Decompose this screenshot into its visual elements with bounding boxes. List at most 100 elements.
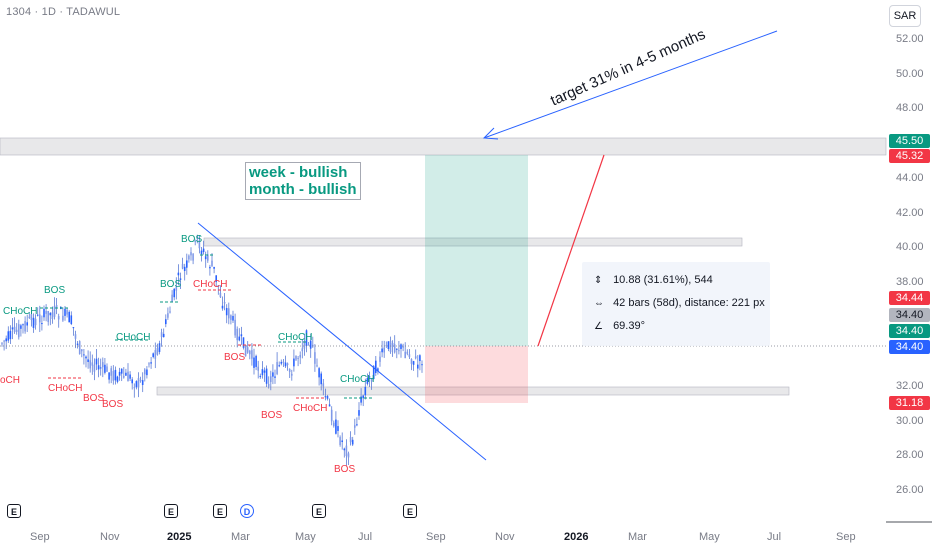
candle-body [181, 263, 184, 269]
structure-label: BOS [160, 279, 182, 290]
time-tick-label: Mar [628, 531, 647, 543]
earnings-event-icon[interactable]: E [312, 504, 326, 518]
price-tag: 45.32 [889, 149, 930, 163]
candle-body [30, 314, 33, 321]
dividend-event-icon[interactable]: D [240, 504, 254, 518]
candle-body [249, 350, 251, 355]
candle-body [26, 322, 28, 326]
candle-body [387, 341, 390, 349]
candle-body [9, 330, 12, 340]
candle-body [379, 356, 381, 362]
structure-label: CHoCH [340, 374, 375, 385]
candle-body [274, 376, 276, 378]
candle-body [158, 343, 161, 352]
candle-body [99, 367, 102, 369]
angle-icon: ∠ [594, 321, 603, 332]
candle-body [150, 362, 152, 364]
earnings-event-icon[interactable]: E [164, 504, 178, 518]
candle-body [333, 422, 335, 427]
candle-body [160, 332, 163, 338]
candle-body [255, 355, 257, 367]
candle-body [118, 371, 121, 376]
target-band [0, 137, 887, 156]
candle-body [93, 364, 96, 372]
candle-body [135, 381, 138, 388]
candle-body [412, 361, 415, 365]
candle-body [104, 364, 106, 373]
candle-body [108, 372, 110, 380]
candle-body [76, 343, 79, 345]
candle-body [305, 330, 308, 346]
candle-body [183, 266, 186, 271]
trend-note[interactable]: week - bullish month - bullish [245, 162, 361, 200]
candle-body [5, 338, 7, 342]
bars-range-icon: ⇔ [594, 298, 604, 309]
candle-body [116, 376, 119, 382]
candle-body [288, 369, 291, 372]
candle-body [137, 378, 140, 388]
candle-body [291, 373, 293, 376]
candle-body [230, 315, 232, 320]
candle-body [286, 363, 289, 365]
price-tick-label: 48.00 [896, 102, 924, 115]
candle-body [190, 252, 192, 256]
structure-label: BOS [181, 234, 203, 245]
earnings-event-icon[interactable]: E [7, 504, 21, 518]
time-tick-label: Nov [100, 531, 120, 543]
earnings-event-icon[interactable]: E [213, 504, 227, 518]
candle-body [400, 344, 402, 350]
candle-body [421, 364, 423, 366]
projection-line [537, 154, 605, 347]
candle-body [139, 379, 142, 382]
measure-info-box: ⇕ 10.88 (31.61%), 544 ⇔ 42 bars (58d), d… [582, 262, 770, 346]
candle-body [11, 327, 14, 330]
profit-zone [425, 155, 528, 346]
candle-body [314, 352, 316, 364]
price-tick-label: 30.00 [896, 414, 924, 427]
structure-label: CHoCH [116, 332, 151, 343]
candle-body [22, 324, 24, 326]
note-line-week: week - bullish [249, 164, 348, 181]
candle-body [406, 351, 409, 354]
candle-body [354, 425, 356, 428]
candle-body [267, 383, 270, 387]
candle-body [228, 308, 230, 319]
currency-button[interactable]: SAR [889, 5, 921, 27]
price-tick-label: 40.00 [896, 241, 924, 254]
candle-body [141, 380, 144, 385]
candle-body [112, 371, 115, 381]
structure-label: CHoCH [278, 332, 313, 343]
candle-body [204, 256, 207, 260]
candle-body [47, 310, 49, 323]
price-tag: 34.44 [889, 291, 930, 305]
candle-body [18, 324, 20, 338]
candle-body [366, 377, 369, 384]
price-tag: 31.18 [889, 396, 930, 410]
candle-body [120, 368, 123, 374]
candle-body [251, 350, 253, 359]
candle-body [1, 343, 3, 345]
price-tick-label: 32.00 [896, 380, 924, 392]
candle-body [219, 292, 222, 298]
loss-zone [425, 346, 528, 403]
candle-body [278, 365, 280, 367]
candle-body [83, 354, 85, 356]
candle-body [370, 378, 373, 382]
candle-body [341, 440, 343, 443]
candle-body [169, 311, 171, 313]
candle-body [236, 328, 238, 341]
candle-body [154, 350, 157, 359]
candle-body [106, 366, 108, 372]
earnings-event-icon[interactable]: E [403, 504, 417, 518]
candle-body [146, 369, 148, 376]
candle-body [324, 396, 327, 398]
candle-body [349, 437, 352, 443]
candle-body [372, 366, 375, 380]
candle-body [114, 369, 117, 381]
candle-body [272, 372, 274, 377]
time-tick-label: 2025 [167, 531, 192, 543]
candle-body [53, 306, 56, 317]
candle-body [240, 334, 243, 337]
candle-body [261, 369, 264, 376]
